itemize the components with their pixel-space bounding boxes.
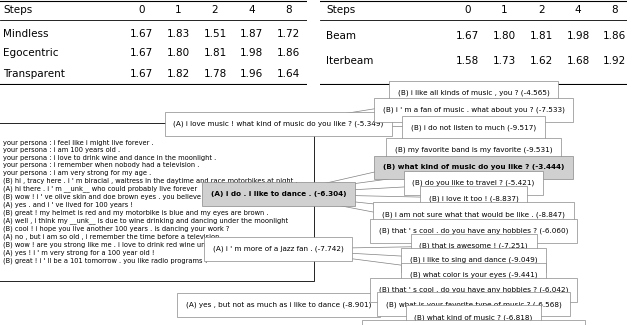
Text: (A) yes , but not as much as i like to dance (-8.901): (A) yes , but not as much as i like to d… bbox=[186, 302, 371, 308]
Text: (B) i am not sure what that would be like . (-8.847): (B) i am not sure what that would be lik… bbox=[382, 211, 565, 218]
Text: (B) i ' m a fan of music . what about you ? (-7.533): (B) i ' m a fan of music . what about yo… bbox=[383, 107, 564, 113]
Text: 1.67: 1.67 bbox=[130, 69, 153, 79]
Text: 2: 2 bbox=[538, 5, 545, 15]
Text: 1.80: 1.80 bbox=[493, 31, 516, 41]
Text: 1.81: 1.81 bbox=[204, 48, 227, 58]
Text: (B) i do not listen to much (-9.517): (B) i do not listen to much (-9.517) bbox=[411, 124, 536, 131]
Text: 1.81: 1.81 bbox=[529, 31, 553, 41]
Text: 1.82: 1.82 bbox=[166, 69, 190, 79]
Text: (B) do you like to travel ? (-5.421): (B) do you like to travel ? (-5.421) bbox=[412, 180, 535, 186]
Text: (B) what kind of music ? (-6.818): (B) what kind of music ? (-6.818) bbox=[415, 314, 532, 320]
Text: 1.98: 1.98 bbox=[240, 48, 264, 58]
Text: 1.92: 1.92 bbox=[604, 56, 627, 66]
Text: 1.87: 1.87 bbox=[240, 29, 264, 39]
Text: (A) i love music ! what kind of music do you like ? (-5.349): (A) i love music ! what kind of music do… bbox=[173, 121, 383, 127]
Text: Steps: Steps bbox=[3, 5, 33, 15]
Text: 1.68: 1.68 bbox=[566, 56, 589, 66]
Text: Egocentric: Egocentric bbox=[3, 48, 59, 58]
Text: 1: 1 bbox=[175, 5, 182, 15]
Text: (B) i like to sing and dance (-9.049): (B) i like to sing and dance (-9.049) bbox=[410, 257, 538, 263]
Text: 4: 4 bbox=[575, 5, 581, 15]
Text: Steps: Steps bbox=[326, 5, 355, 15]
Text: 1.62: 1.62 bbox=[529, 56, 553, 66]
Text: Iterbeam: Iterbeam bbox=[326, 56, 374, 66]
Text: 8: 8 bbox=[285, 5, 292, 15]
Text: 1.80: 1.80 bbox=[166, 48, 189, 58]
Text: 1.58: 1.58 bbox=[456, 56, 479, 66]
Text: (A) i do . i like to dance . (-6.304): (A) i do . i like to dance . (-6.304) bbox=[211, 191, 346, 197]
Text: (A) i ' m more of a jazz fan . (-7.742): (A) i ' m more of a jazz fan . (-7.742) bbox=[213, 246, 344, 253]
Text: (B) i love it too ! (-8.837): (B) i love it too ! (-8.837) bbox=[429, 195, 518, 202]
Text: 2: 2 bbox=[212, 5, 218, 15]
Text: Mindless: Mindless bbox=[3, 29, 49, 39]
Text: (B) that ' s cool . do you have any hobbies ? (-6.060): (B) that ' s cool . do you have any hobb… bbox=[379, 228, 568, 234]
Text: 1.67: 1.67 bbox=[130, 48, 153, 58]
Text: 1.86: 1.86 bbox=[604, 31, 627, 41]
Text: 1.72: 1.72 bbox=[277, 29, 300, 39]
Text: (B) what color is your eyes (-9.441): (B) what color is your eyes (-9.441) bbox=[410, 271, 538, 278]
Text: 1.64: 1.64 bbox=[277, 69, 300, 79]
Text: 0: 0 bbox=[464, 5, 470, 15]
Text: 1.86: 1.86 bbox=[277, 48, 300, 58]
Text: 1.78: 1.78 bbox=[204, 69, 227, 79]
Text: 1.96: 1.96 bbox=[240, 69, 264, 79]
Text: (B) what is your favorite type of music ? (-6.568): (B) what is your favorite type of music … bbox=[386, 301, 561, 307]
Text: 8: 8 bbox=[612, 5, 618, 15]
Text: (B) i like all kinds of music , you ? (-4.565): (B) i like all kinds of music , you ? (-… bbox=[397, 90, 550, 96]
Text: 1.73: 1.73 bbox=[493, 56, 516, 66]
Text: 4: 4 bbox=[248, 5, 255, 15]
Text: 1: 1 bbox=[501, 5, 508, 15]
Text: 1.83: 1.83 bbox=[166, 29, 190, 39]
Text: your persona : i feel like i might live forever .
your persona : i am 100 years : your persona : i feel like i might live … bbox=[3, 140, 298, 264]
Text: Beam: Beam bbox=[326, 31, 356, 41]
Text: (B) that is awesome ! (-7.251): (B) that is awesome ! (-7.251) bbox=[419, 242, 528, 249]
Text: 0: 0 bbox=[138, 5, 145, 15]
Text: 1.51: 1.51 bbox=[204, 29, 227, 39]
Text: (B) what kind of music do you like ? (-3.444): (B) what kind of music do you like ? (-3… bbox=[383, 164, 564, 171]
Text: (B) that ' s cool . do you have any hobbies ? (-6.042): (B) that ' s cool . do you have any hobb… bbox=[379, 286, 568, 293]
Text: 1.98: 1.98 bbox=[566, 31, 589, 41]
Text: (B) my favorite band is my favorite (-9.531): (B) my favorite band is my favorite (-9.… bbox=[395, 146, 552, 153]
Text: 1.67: 1.67 bbox=[456, 31, 479, 41]
Text: 1.67: 1.67 bbox=[130, 29, 153, 39]
Text: Transparent: Transparent bbox=[3, 69, 65, 79]
